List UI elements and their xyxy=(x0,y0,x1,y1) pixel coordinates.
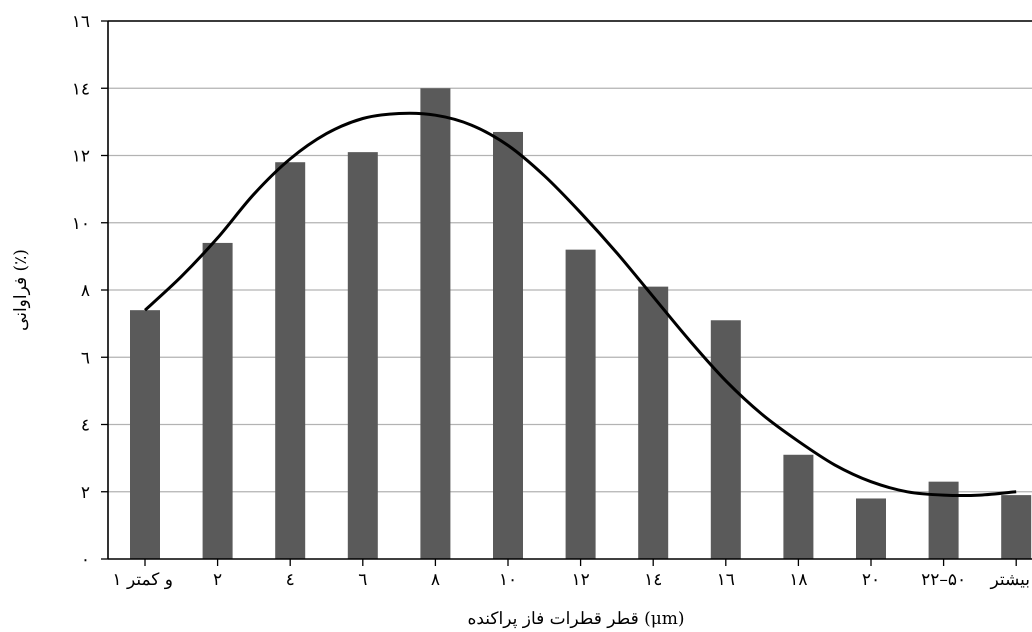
bar xyxy=(565,249,596,559)
bars xyxy=(130,88,1032,560)
x-tick-label: ۱۲ xyxy=(571,570,589,590)
y-tick-label: ۱٤ xyxy=(72,79,90,99)
bar xyxy=(1001,495,1032,559)
x-tick-label: ۲۰ xyxy=(862,570,880,590)
y-tick-label: ۸ xyxy=(81,281,90,301)
x-tick-label: ۱۸ xyxy=(789,570,807,590)
y-tick-label: ۱۰ xyxy=(72,214,90,234)
x-tick-label: ٦ xyxy=(358,570,367,590)
x-axis-title: قطر قطرات فاز پراکنده (μm) xyxy=(467,609,684,629)
bar xyxy=(420,88,451,559)
bar xyxy=(130,310,160,559)
y-tick-label: ۲ xyxy=(81,483,90,503)
x-tick-label: ۲۲–۵۰ xyxy=(921,570,966,590)
x-tick-label: ۱٦ xyxy=(717,570,735,590)
x-tick-label: ۱۰ xyxy=(499,570,517,590)
trend-line xyxy=(143,111,1017,498)
y-tick-label: ٦ xyxy=(81,348,90,368)
y-axis-title: فراوانی (٪) xyxy=(11,249,31,331)
x-tick-label: بیشتر xyxy=(989,570,1030,590)
x-tick-label: ۲ xyxy=(213,570,222,590)
axes xyxy=(101,20,1032,566)
y-tick-labels: ۰ ۲ ٤ ٦ ۸ ۱۰ ۱۲ ۱٤ ۱٦ xyxy=(72,12,90,570)
x-tick-label: ۱ و کمتر xyxy=(112,570,173,590)
x-tick-labels: ۱ و کمتر ۲ ٤ ٦ ۸ ۱۰ ۱۲ ۱٤ ۱٦ ۱۸ ۲۰ ۲۲–۵۰ بیشتر xyxy=(112,570,1030,590)
x-tick-label: ٤ xyxy=(286,570,295,590)
bar xyxy=(347,152,378,559)
bar xyxy=(856,498,886,559)
y-tick-label: ۱۲ xyxy=(72,147,90,167)
bar xyxy=(493,131,523,559)
y-tick-label: ۰ xyxy=(81,550,90,570)
bar xyxy=(275,162,306,559)
x-tick-label: ۸ xyxy=(431,570,440,590)
bar xyxy=(710,320,741,559)
bar xyxy=(783,454,814,559)
bar xyxy=(202,242,233,560)
bar xyxy=(638,286,669,559)
y-tick-label: ٤ xyxy=(81,416,90,436)
trend-line-layer xyxy=(143,111,1017,498)
y-tick-label: ۱٦ xyxy=(72,12,90,32)
x-tick-label: ۱٤ xyxy=(644,570,662,590)
